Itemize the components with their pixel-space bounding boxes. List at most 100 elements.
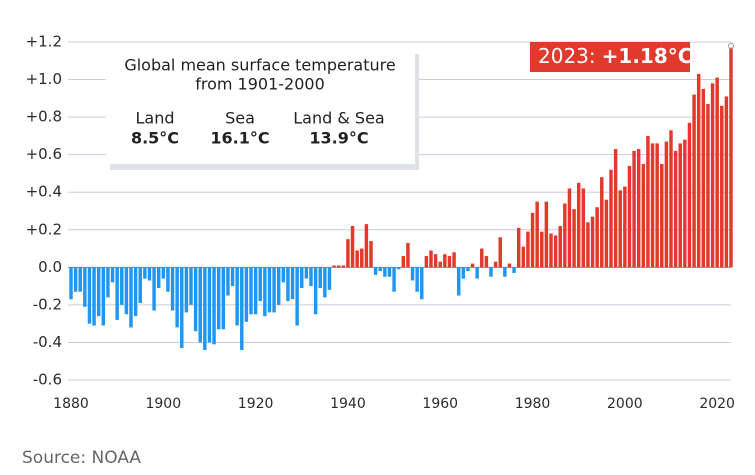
bar	[244, 267, 249, 322]
inset-box	[106, 50, 415, 164]
bar	[161, 267, 166, 279]
bar	[475, 267, 479, 279]
bar	[600, 177, 604, 268]
bar	[530, 212, 535, 268]
bar	[623, 186, 627, 268]
bar	[540, 231, 544, 268]
y-tick-label: -0.4	[33, 333, 62, 351]
bar	[193, 267, 198, 332]
inset-label: Sea	[225, 109, 255, 128]
bar	[526, 231, 530, 268]
inset-value: 8.5°C	[131, 129, 179, 148]
bar	[701, 88, 706, 268]
bar	[216, 267, 221, 330]
bar	[226, 267, 230, 296]
bar	[401, 256, 406, 268]
inset-label: Land & Sea	[293, 109, 384, 128]
bar	[456, 267, 461, 296]
bar	[503, 267, 507, 277]
bar	[230, 267, 235, 287]
bar	[152, 267, 156, 311]
bar	[87, 267, 92, 324]
inset-title: Global mean surface temperature	[124, 56, 395, 75]
bar	[650, 143, 655, 268]
bar	[470, 263, 475, 268]
inset-title: from 1901-2000	[195, 75, 325, 94]
bar	[696, 73, 701, 268]
bar	[332, 265, 336, 268]
bar	[646, 135, 650, 268]
bar	[83, 267, 87, 307]
bar	[369, 241, 373, 268]
bar	[129, 267, 133, 328]
bar	[290, 267, 295, 300]
bar	[424, 256, 429, 268]
bar	[406, 242, 410, 268]
bar	[715, 77, 719, 268]
bar	[489, 267, 493, 277]
bar	[590, 216, 595, 268]
bar	[581, 188, 586, 268]
bar	[387, 267, 392, 277]
bar	[447, 256, 452, 268]
bar	[175, 267, 179, 328]
bar	[678, 143, 682, 268]
bar	[507, 263, 512, 268]
bar	[327, 267, 332, 290]
bar	[627, 165, 632, 268]
bar	[438, 261, 442, 268]
bar	[516, 227, 521, 268]
bar	[350, 226, 355, 268]
bar	[276, 267, 281, 305]
y-tick-label: +0.4	[26, 183, 62, 201]
bar	[480, 248, 484, 268]
bar	[461, 267, 466, 279]
bar	[720, 105, 724, 268]
inset-value: 16.1°C	[210, 129, 269, 148]
y-tick-label: +0.2	[26, 220, 62, 238]
bar	[240, 267, 244, 350]
bar	[249, 267, 253, 315]
bar	[180, 267, 184, 349]
bar	[692, 94, 696, 268]
y-tick-label: 0.0	[38, 258, 62, 276]
bar	[203, 267, 207, 350]
bar	[212, 267, 216, 345]
bar	[304, 267, 309, 279]
y-tick-label: +0.6	[26, 145, 62, 163]
bar	[392, 267, 396, 292]
bar	[576, 182, 581, 268]
bar	[281, 267, 286, 283]
inset-label: Land	[135, 109, 174, 128]
bar	[198, 267, 202, 343]
bar	[110, 267, 115, 283]
bar	[724, 96, 729, 268]
bar	[69, 267, 73, 300]
bar	[420, 267, 424, 300]
bar	[484, 256, 489, 268]
bar	[355, 250, 359, 268]
x-tick-label: 2020	[699, 396, 735, 412]
bar	[641, 164, 646, 268]
bar	[295, 267, 299, 326]
bar	[660, 164, 664, 268]
bar	[364, 224, 369, 268]
bar	[258, 267, 262, 302]
y-tick-label: -0.6	[33, 371, 62, 389]
bar	[632, 150, 636, 268]
y-tick-label: +0.8	[26, 108, 62, 126]
bar	[373, 267, 378, 275]
bar	[673, 150, 678, 268]
bar	[729, 45, 733, 268]
bar	[618, 190, 622, 268]
y-tick-label: +1.2	[26, 33, 62, 51]
bar	[706, 103, 710, 268]
x-tick-label: 1940	[330, 396, 366, 412]
bar	[189, 267, 193, 305]
bar	[586, 222, 590, 268]
bar	[341, 265, 346, 268]
bar	[336, 265, 341, 268]
bar	[138, 267, 142, 304]
inset-value: 13.9°C	[309, 129, 368, 148]
bar	[609, 169, 613, 268]
